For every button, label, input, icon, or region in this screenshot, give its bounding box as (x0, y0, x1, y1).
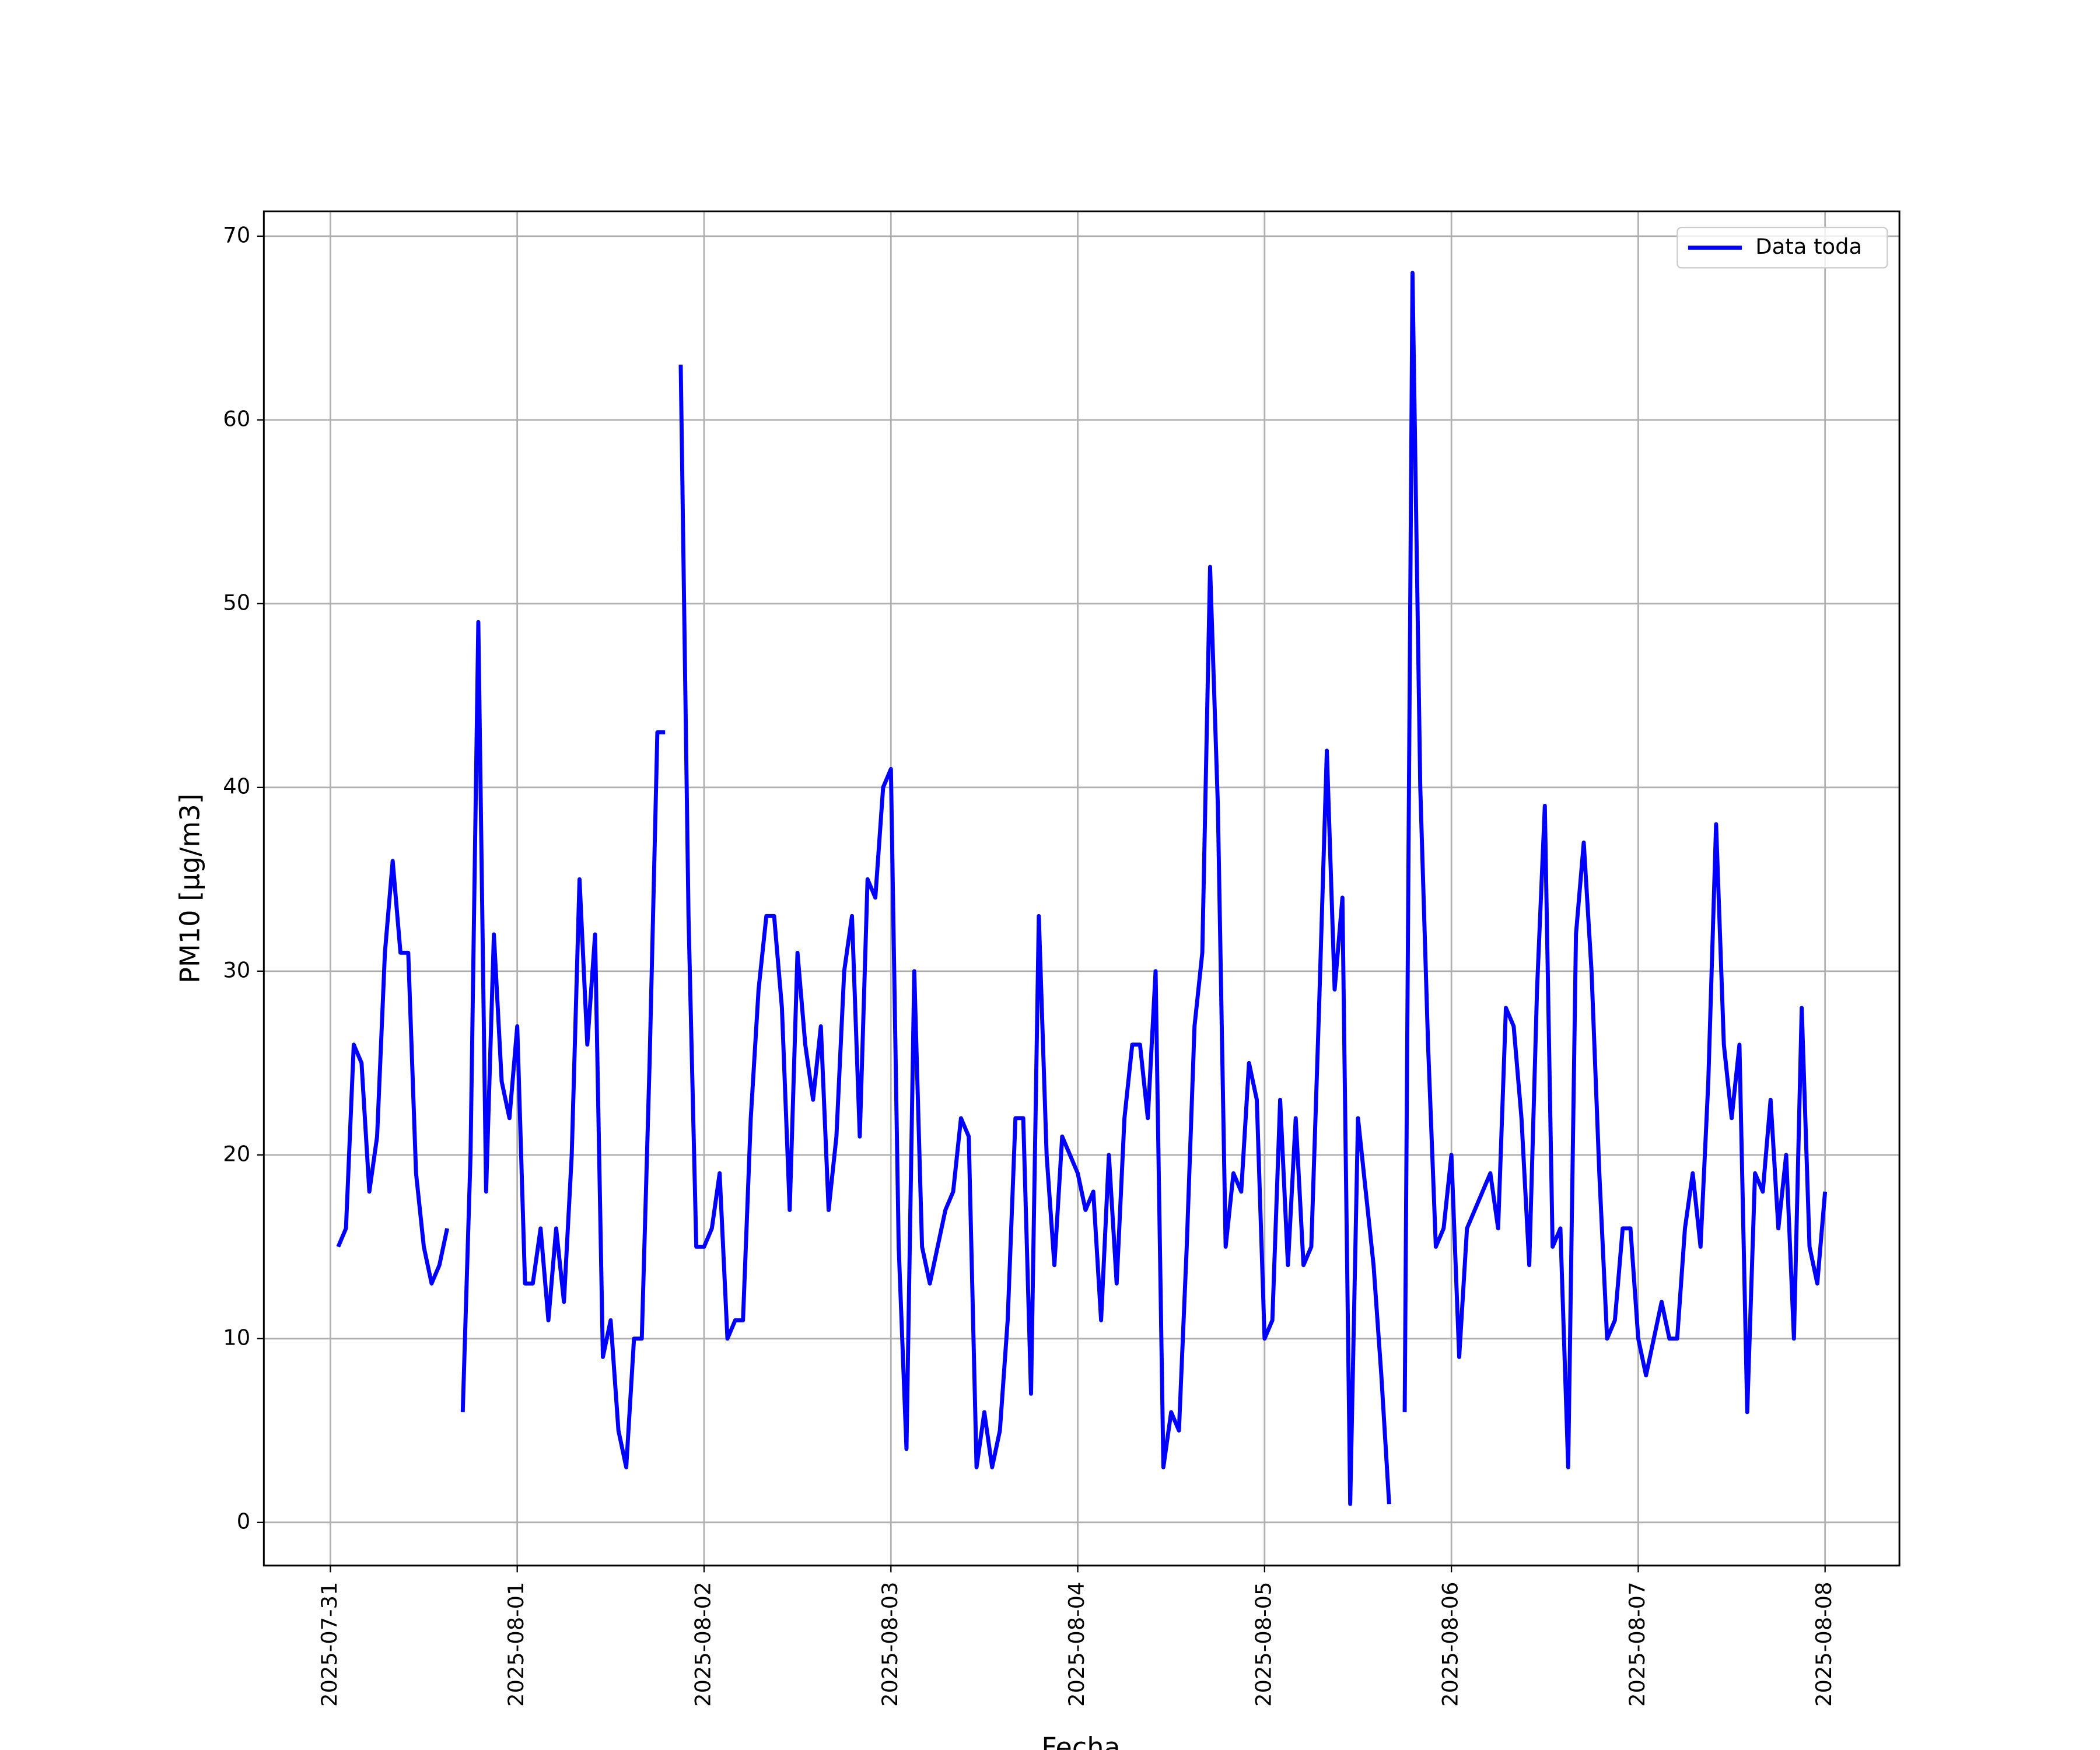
x-tick-label: 2025-08-07 (1625, 1582, 1650, 1707)
plot-frame (262, 210, 1901, 1567)
legend-label: Data toda (1755, 234, 1862, 259)
x-axis-label: Fecha (1041, 1732, 1120, 1750)
y-tick-label: 60 (223, 406, 250, 431)
data-line (336, 271, 1828, 1506)
x-tick-label: 2025-08-05 (1251, 1582, 1276, 1707)
y-tick-label: 20 (223, 1141, 250, 1166)
y-tick-label: 30 (223, 957, 250, 982)
x-tick-label: 2025-08-08 (1811, 1582, 1836, 1707)
y-axis-label: PM10 [μg/m3] (174, 793, 206, 984)
x-tick-label: 2025-08-01 (503, 1582, 528, 1707)
x-tick-label: 2025-08-06 (1438, 1582, 1463, 1707)
legend-box (1676, 226, 1888, 269)
x-tick-label: 2025-08-04 (1064, 1582, 1089, 1707)
y-tick-label: 50 (223, 590, 250, 615)
y-tick-label: 10 (223, 1325, 250, 1350)
legend: Data toda (1676, 226, 1888, 269)
y-tick-label: 40 (223, 774, 250, 799)
x-tick-label: 2025-08-03 (877, 1582, 902, 1707)
y-tick-label: 0 (237, 1508, 250, 1534)
x-tick-label: 2025-08-02 (690, 1582, 715, 1707)
y-tick-label: 70 (223, 222, 250, 247)
x-tick-label: 2025-07-31 (317, 1582, 342, 1707)
